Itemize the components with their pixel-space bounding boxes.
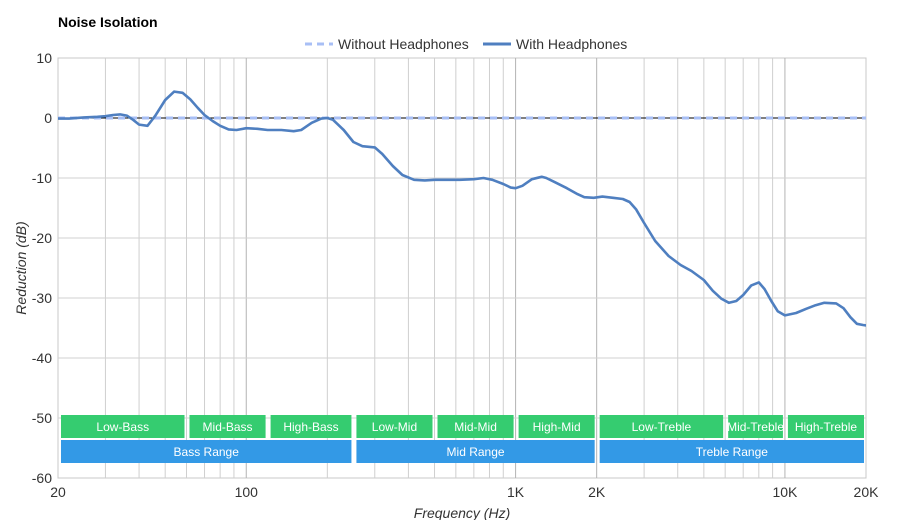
band-label-low-bass: Low-Bass bbox=[96, 420, 149, 434]
chart-title: Noise Isolation bbox=[58, 14, 158, 30]
y-tick-label: -50 bbox=[32, 410, 52, 426]
y-tick-label: -30 bbox=[32, 290, 52, 306]
band-label-mid-range: Mid Range bbox=[447, 445, 505, 459]
x-tick-label: 20 bbox=[50, 484, 66, 500]
x-tick-label: 1K bbox=[507, 484, 525, 500]
band-label-high-mid: High-Mid bbox=[533, 420, 581, 434]
band-high-treble bbox=[787, 415, 864, 438]
y-tick-label: -40 bbox=[32, 350, 52, 366]
x-axis-title: Frequency (Hz) bbox=[414, 505, 510, 520]
band-label-high-bass: High-Bass bbox=[283, 420, 338, 434]
y-tick-label: 10 bbox=[36, 50, 52, 66]
y-tick-label: -10 bbox=[32, 170, 52, 186]
band-label-low-treble: Low-Treble bbox=[632, 420, 692, 434]
band-low-mid bbox=[356, 415, 433, 438]
legend-label-without-headphones: Without Headphones bbox=[338, 36, 469, 52]
band-treble-range bbox=[599, 440, 864, 463]
legend: Without Headphones With Headphones bbox=[305, 36, 627, 52]
legend-label-with-headphones: With Headphones bbox=[516, 36, 627, 52]
band-label-treble-range: Treble Range bbox=[696, 445, 769, 459]
y-axis-title: Reduction (dB) bbox=[13, 221, 29, 314]
band-bass-range bbox=[61, 440, 352, 463]
band-label-bass-range: Bass Range bbox=[174, 445, 240, 459]
band-mid-range bbox=[356, 440, 595, 463]
x-tick-label: 2K bbox=[588, 484, 606, 500]
data-series bbox=[58, 90, 866, 327]
band-label-mid-bass: Mid-Bass bbox=[203, 420, 253, 434]
plot-area bbox=[57, 57, 867, 479]
band-label-mid-mid: Mid-Mid bbox=[454, 420, 497, 434]
x-tick-label: 20K bbox=[854, 484, 880, 500]
band-high-bass bbox=[270, 415, 352, 438]
band-mid-bass bbox=[189, 415, 266, 438]
series-line-with-headphones bbox=[58, 90, 866, 327]
x-tick-label: 100 bbox=[235, 484, 259, 500]
band-label-mid-treble: Mid-Treble bbox=[727, 420, 784, 434]
band-low-treble bbox=[599, 415, 724, 438]
band-label-low-mid: Low-Mid bbox=[372, 420, 417, 434]
y-tick-label: 0 bbox=[44, 110, 52, 126]
grid-lines bbox=[58, 58, 866, 478]
frequency-bands: Low-Bass Mid-Bass High-Bass Low-Mid Mid-Mid H… bbox=[61, 415, 864, 463]
band-mid-mid bbox=[437, 415, 514, 438]
band-mid-treble bbox=[728, 415, 783, 438]
x-tick-label: 10K bbox=[772, 484, 798, 500]
band-high-mid bbox=[518, 415, 595, 438]
band-low-bass bbox=[61, 415, 185, 438]
band-label-high-treble: High-Treble bbox=[795, 420, 858, 434]
y-tick-label: -20 bbox=[32, 230, 52, 246]
y-tick-label: -60 bbox=[32, 470, 52, 486]
